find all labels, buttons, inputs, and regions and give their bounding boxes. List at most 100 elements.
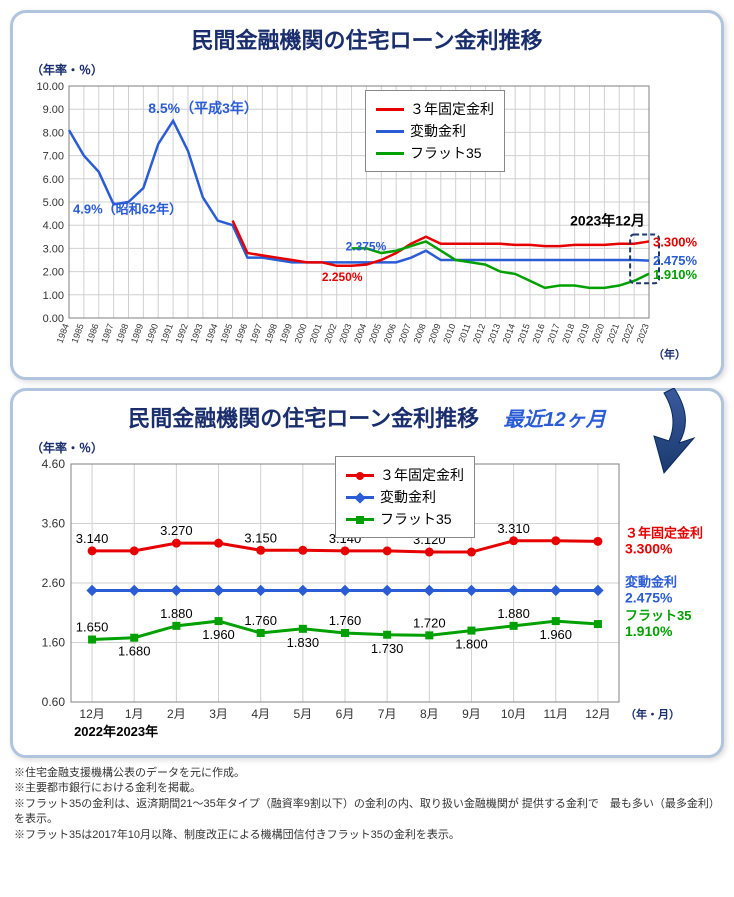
callout-arrow: [624, 388, 704, 483]
svg-text:（年・月）: （年・月）: [625, 707, 680, 721]
svg-text:8.5%（平成3年）: 8.5%（平成3年）: [148, 100, 258, 116]
svg-text:2.250%: 2.250%: [322, 270, 363, 284]
svg-text:フラット35: フラット35: [625, 608, 691, 623]
top-legend: ３年固定金利 変動金利 フラット35: [365, 90, 505, 172]
footnote-2: ※主要都市銀行における金利を掲載。: [14, 781, 720, 796]
legend-swatch-red-b: [346, 474, 374, 477]
svg-text:1月: 1月: [125, 707, 144, 721]
footnote-4: ※フラット35は2017年10月以降、制度改正による機構団信付きフラット35の金…: [14, 828, 720, 843]
svg-text:1.880: 1.880: [497, 606, 530, 621]
legend-row-variable: 変動金利: [376, 121, 494, 141]
svg-text:（年）: （年）: [653, 347, 686, 361]
bottom-chart-area: 0.60 1.60 2.60 3.60 4.60 12月 1月 2月 3月 4月 5月 6月 7月 8月 9…: [25, 456, 709, 751]
footnote-1: ※住宅金融支援機構公表のデータを元に作成。: [14, 766, 720, 781]
svg-text:2.00: 2.00: [43, 267, 64, 279]
svg-text:3月: 3月: [209, 707, 228, 721]
svg-text:2.475%: 2.475%: [653, 253, 698, 268]
svg-text:2011: 2011: [456, 322, 472, 344]
svg-text:9月: 9月: [462, 707, 481, 721]
svg-text:11月: 11月: [544, 707, 568, 721]
svg-text:1.800: 1.800: [455, 637, 488, 652]
svg-text:6.00: 6.00: [43, 174, 64, 186]
legend-swatch-green: [376, 152, 404, 155]
legend-label-variable: 変動金利: [410, 121, 466, 141]
svg-text:3.300%: 3.300%: [653, 235, 698, 250]
svg-text:7.00: 7.00: [43, 151, 64, 163]
svg-text:変動金利: 変動金利: [625, 574, 677, 589]
svg-text:3.310: 3.310: [497, 521, 530, 536]
svg-text:10月: 10月: [501, 707, 526, 721]
svg-text:1.730: 1.730: [371, 641, 404, 656]
svg-text:2023年12月: 2023年12月: [570, 213, 645, 229]
svg-text:5.00: 5.00: [43, 197, 64, 209]
svg-text:1.720: 1.720: [413, 615, 446, 630]
svg-text:1.00: 1.00: [43, 290, 64, 302]
svg-text:2023年: 2023年: [116, 724, 158, 739]
svg-text:7月: 7月: [378, 707, 397, 721]
svg-text:8.00: 8.00: [43, 127, 64, 139]
svg-text:2010: 2010: [441, 322, 457, 344]
bottom-chart-panel: 民間金融機関の住宅ローン金利推移 最近12ヶ月 （年率・％） 0.60 1.60 2…: [10, 388, 724, 758]
svg-text:2.60: 2.60: [42, 576, 66, 590]
svg-text:1.760: 1.760: [244, 613, 277, 628]
legend-swatch-green-b: [346, 518, 374, 521]
legend-row-flat35-b: フラット35: [346, 509, 464, 529]
svg-text:1.680: 1.680: [118, 644, 151, 659]
svg-text:10.00: 10.00: [36, 81, 64, 93]
svg-text:5月: 5月: [294, 707, 313, 721]
svg-text:1.830: 1.830: [287, 635, 320, 650]
footnote-3: ※フラット35の金利は、返済期間21～35年タイプ（融資率9割以下）の金利の内、…: [14, 797, 720, 828]
legend-row-variable-b: 変動金利: [346, 487, 464, 507]
svg-text:9.00: 9.00: [43, 104, 64, 116]
svg-text:３年固定金利: ３年固定金利: [625, 525, 703, 540]
svg-text:4.60: 4.60: [42, 457, 66, 471]
legend-label-variable-b: 変動金利: [380, 487, 436, 507]
bottom-y-axis-note: （年率・％）: [31, 439, 709, 456]
svg-text:1.760: 1.760: [329, 613, 362, 628]
legend-row-fixed3: ３年固定金利: [376, 99, 494, 119]
top-y-axis-note: （年率・％）: [31, 61, 709, 78]
svg-text:8月: 8月: [420, 707, 439, 721]
top-chart-area: 0.001.002.003.004.005.006.007.008.009.00…: [25, 78, 709, 373]
svg-text:1.960: 1.960: [202, 627, 235, 642]
bottom-chart-subtitle: 最近12ヶ月: [504, 403, 606, 432]
svg-text:1.910%: 1.910%: [653, 267, 698, 282]
legend-label-flat35: フラット35: [410, 143, 482, 163]
svg-text:3.270: 3.270: [160, 523, 193, 538]
svg-text:3.60: 3.60: [42, 517, 66, 531]
top-chart-title: 民間金融機関の住宅ローン金利推移: [192, 23, 543, 55]
svg-text:4.00: 4.00: [43, 220, 64, 232]
legend-label-flat35-b: フラット35: [380, 509, 452, 529]
svg-text:3.00: 3.00: [43, 243, 64, 255]
bottom-legend: ３年固定金利 変動金利 フラット35: [335, 456, 475, 538]
svg-text:4.9%（昭和62年）: 4.9%（昭和62年）: [73, 202, 182, 217]
legend-label-fixed3: ３年固定金利: [410, 99, 494, 119]
svg-text:2.475%: 2.475%: [625, 589, 673, 605]
svg-text:3.150: 3.150: [244, 530, 277, 545]
svg-text:12月: 12月: [79, 707, 104, 721]
svg-text:1.880: 1.880: [160, 606, 193, 621]
svg-text:3.140: 3.140: [76, 531, 109, 546]
legend-swatch-blue: [376, 130, 404, 133]
bottom-chart-title: 民間金融機関の住宅ローン金利推移: [128, 401, 479, 433]
legend-swatch-red: [376, 108, 404, 111]
svg-text:2023: 2023: [635, 322, 651, 344]
svg-text:1.650: 1.650: [76, 620, 109, 635]
legend-swatch-blue-b: [346, 496, 374, 499]
svg-text:1.60: 1.60: [42, 636, 66, 650]
svg-text:1.960: 1.960: [539, 627, 572, 642]
svg-text:4月: 4月: [251, 707, 270, 721]
svg-text:6月: 6月: [336, 707, 355, 721]
top-chart-panel: 民間金融機関の住宅ローン金利推移 （年率・％） 0.001.002.003.00…: [10, 10, 724, 380]
svg-text:2022年: 2022年: [74, 724, 116, 739]
svg-text:12月: 12月: [585, 707, 610, 721]
svg-text:0.60: 0.60: [42, 695, 66, 709]
legend-label-fixed3-b: ３年固定金利: [380, 465, 464, 485]
legend-row-fixed3-b: ３年固定金利: [346, 465, 464, 485]
footnotes: ※住宅金融支援機構公表のデータを元に作成。 ※主要都市銀行における金利を掲載。 …: [14, 766, 720, 843]
svg-text:2月: 2月: [167, 707, 186, 721]
svg-text:1.910%: 1.910%: [625, 623, 673, 639]
svg-text:2.375%: 2.375%: [346, 240, 387, 254]
svg-text:3.300%: 3.300%: [625, 540, 673, 556]
legend-row-flat35: フラット35: [376, 143, 494, 163]
